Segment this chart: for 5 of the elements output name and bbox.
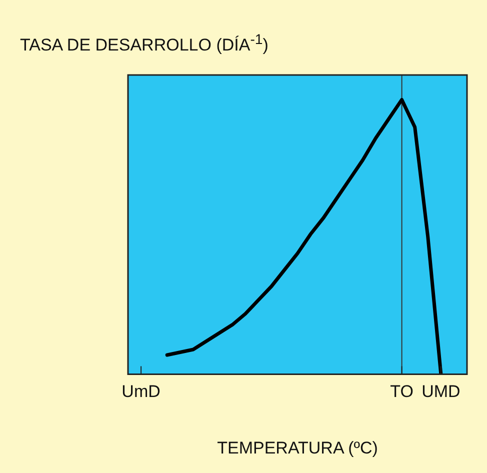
x-tick-label: UmD — [122, 382, 160, 402]
x-axis-title: TEMPERATURA (ºC) — [217, 438, 378, 458]
chart-title: TASA DE DESARROLLO (DÍA$^{-1}$) — [20, 32, 268, 56]
x-tick-label: UMD — [422, 382, 460, 402]
x-tick-label: TO — [390, 382, 414, 402]
